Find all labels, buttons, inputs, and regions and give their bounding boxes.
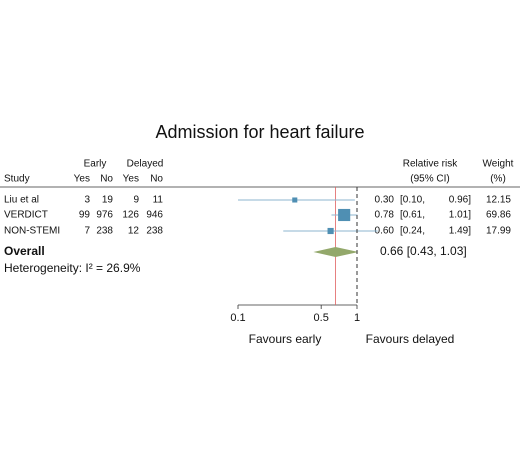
ci-high-label: 1.01] [449,210,471,221]
column-header: Study [4,174,30,185]
x-label-right: Favours delayed [366,332,455,346]
overall-label: Overall [4,244,45,258]
count: 19 [102,195,114,206]
count: 3 [84,195,90,206]
count: 7 [84,226,90,237]
column-header: Weight [483,159,514,170]
x-label-left: Favours early [249,332,322,346]
ci-high-label: 0.96] [449,195,471,206]
count: 99 [79,210,91,221]
study-name: NON-STEMI [4,226,60,237]
x-tick-label: 1 [354,312,360,324]
overall-diamond [313,247,359,257]
ci-low-label: [0.10, [400,195,425,206]
study-name: VERDICT [4,210,48,221]
effect-square [292,197,298,203]
count: 238 [146,226,163,237]
rr-label: 0.60 [375,226,395,237]
column-header: Yes [123,174,139,185]
column-group: Delayed [127,159,164,170]
ci-low-label: [0.61, [400,210,425,221]
column-group: Early [84,159,107,170]
x-tick-label: 0.1 [230,312,245,324]
count: 9 [133,195,139,206]
column-header: No [150,174,163,185]
chart-title: Admission for heart failure [155,122,364,142]
overall-estimate: 0.66 [0.43, 1.03] [380,244,467,258]
x-tick-label: 0.5 [314,312,329,324]
weight-label: 17.99 [486,226,511,237]
count: 126 [122,210,139,221]
column-header: Relative risk [403,159,458,170]
rr-label: 0.30 [375,195,395,206]
count: 946 [146,210,163,221]
count: 11 [153,195,164,206]
study-name: Liu et al [4,195,39,206]
column-header: (%) [490,174,506,185]
ci-high-label: 1.49] [449,226,471,237]
column-header: (95% CI) [410,174,449,185]
count: 238 [96,226,113,237]
weight-label: 69.86 [486,210,511,221]
heterogeneity: Heterogeneity: I² = 26.9% [4,261,141,275]
rr-label: 0.78 [375,210,395,221]
weight-label: 12.15 [486,195,511,206]
effect-square [327,227,334,235]
count: 12 [128,226,140,237]
column-header: No [100,174,113,185]
ci-low-label: [0.24, [400,226,425,237]
effect-square [338,208,351,222]
column-header: Yes [74,174,90,185]
count: 976 [96,210,113,221]
